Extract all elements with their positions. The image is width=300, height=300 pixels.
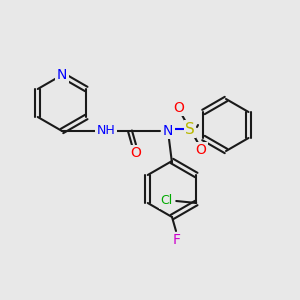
Text: N: N	[163, 124, 173, 138]
Text: NH: NH	[97, 124, 116, 137]
Text: Cl: Cl	[160, 194, 172, 208]
Text: O: O	[196, 143, 206, 157]
Text: S: S	[185, 122, 195, 136]
Text: O: O	[130, 146, 141, 160]
Text: O: O	[174, 101, 184, 115]
Text: F: F	[173, 233, 181, 247]
Text: N: N	[57, 68, 67, 82]
